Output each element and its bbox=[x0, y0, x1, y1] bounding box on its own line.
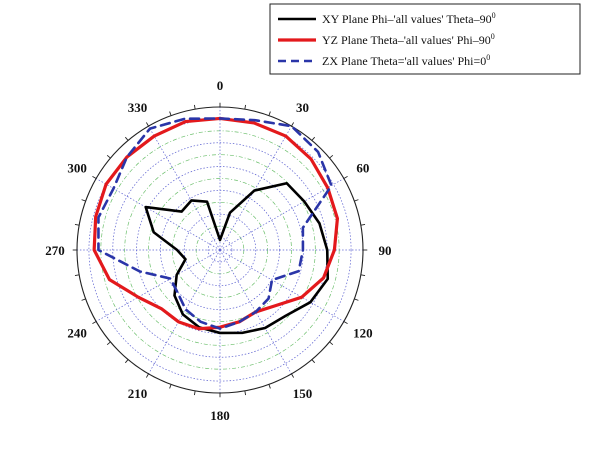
legend-label-superscript: 0 bbox=[492, 11, 496, 20]
angular-tick-mark bbox=[354, 199, 359, 202]
angular-tick-labels: 0 30 60 90 120 150 180 210 240 270 300 330 bbox=[45, 78, 391, 423]
angular-tick-mark bbox=[311, 136, 316, 141]
grid-spoke bbox=[219, 178, 345, 251]
angular-tick-label: 180 bbox=[210, 408, 230, 423]
grid-spoke bbox=[219, 249, 292, 375]
angular-tick-mark bbox=[74, 223, 80, 226]
angular-tick-mark bbox=[169, 384, 172, 389]
angular-tick-mark bbox=[106, 341, 111, 346]
series-line-1 bbox=[144, 181, 330, 335]
angular-tick-mark bbox=[169, 111, 172, 116]
grid-spoke bbox=[219, 125, 292, 251]
legend-label-superscript: 0 bbox=[486, 53, 490, 62]
angular-tick-mark bbox=[360, 274, 366, 277]
angular-tick-mark bbox=[244, 104, 247, 110]
grid-spoke bbox=[148, 249, 221, 375]
angular-tick-mark bbox=[193, 390, 196, 396]
grid-spoke bbox=[95, 249, 221, 322]
angular-tick-mark bbox=[244, 390, 247, 396]
grid-spoke bbox=[219, 249, 345, 322]
angular-tick-mark bbox=[81, 199, 86, 202]
angular-tick-mark bbox=[354, 298, 359, 301]
angular-tick-mark bbox=[145, 122, 149, 127]
angular-tick-mark bbox=[343, 175, 348, 179]
polar-grid bbox=[72, 102, 368, 398]
legend-label-text: XY Plane Phi–'all values' Theta–90 bbox=[322, 12, 492, 26]
legend-label-superscript: 0 bbox=[491, 32, 495, 41]
legend-label: XY Plane Phi–'all values' Theta–900 bbox=[322, 11, 496, 26]
angular-tick-mark bbox=[329, 154, 334, 159]
angular-tick-label: 0 bbox=[217, 78, 224, 93]
legend-label-text: ZX Plane Theta='all values' Phi=0 bbox=[322, 54, 486, 68]
angular-tick-mark bbox=[268, 384, 271, 389]
angular-tick-mark bbox=[124, 359, 129, 364]
angular-tick-mark bbox=[311, 359, 316, 364]
angular-tick-mark bbox=[360, 223, 366, 226]
grid-ring bbox=[207, 237, 233, 263]
angular-tick-label: 30 bbox=[296, 100, 309, 115]
grid-ring bbox=[148, 178, 292, 322]
angular-tick-mark bbox=[268, 111, 271, 116]
angular-tick-label: 90 bbox=[379, 243, 392, 258]
angular-tick-mark bbox=[145, 373, 149, 378]
angular-tick-mark bbox=[329, 341, 334, 346]
angular-tick-label: 120 bbox=[353, 326, 373, 341]
angular-tick-mark bbox=[92, 321, 97, 325]
angular-tick-mark bbox=[291, 122, 295, 127]
angular-tick-mark bbox=[92, 175, 97, 179]
angular-tick-label: 150 bbox=[293, 386, 313, 401]
angular-tick-label: 210 bbox=[128, 386, 148, 401]
angular-tick-mark bbox=[291, 373, 295, 378]
angular-tick-mark bbox=[74, 274, 80, 277]
series-group bbox=[92, 116, 340, 335]
angular-tick-label: 330 bbox=[128, 100, 148, 115]
series-line-3 bbox=[97, 117, 333, 330]
angular-tick-label: 300 bbox=[67, 161, 87, 176]
angular-tick-mark bbox=[343, 321, 348, 325]
angular-tick-mark bbox=[193, 104, 196, 110]
angular-tick-mark bbox=[124, 136, 129, 141]
angular-tick-mark bbox=[81, 298, 86, 301]
legend-box bbox=[269, 3, 581, 75]
legend-label: YZ Plane Theta–'all values' Phi–900 bbox=[322, 32, 495, 47]
legend-label: ZX Plane Theta='all values' Phi=00 bbox=[322, 53, 490, 68]
grid-spoke bbox=[95, 178, 221, 251]
angular-tick-label: 270 bbox=[45, 243, 65, 258]
grid-ring bbox=[183, 213, 257, 287]
angular-tick-label: 240 bbox=[67, 326, 87, 341]
legend-label-text: YZ Plane Theta–'all values' Phi–90 bbox=[322, 33, 491, 47]
angular-tick-mark bbox=[106, 154, 111, 159]
angular-tick-label: 60 bbox=[356, 161, 369, 176]
series-line-2 bbox=[92, 116, 340, 331]
grid-ring bbox=[124, 154, 316, 346]
grid-spoke bbox=[148, 125, 221, 251]
